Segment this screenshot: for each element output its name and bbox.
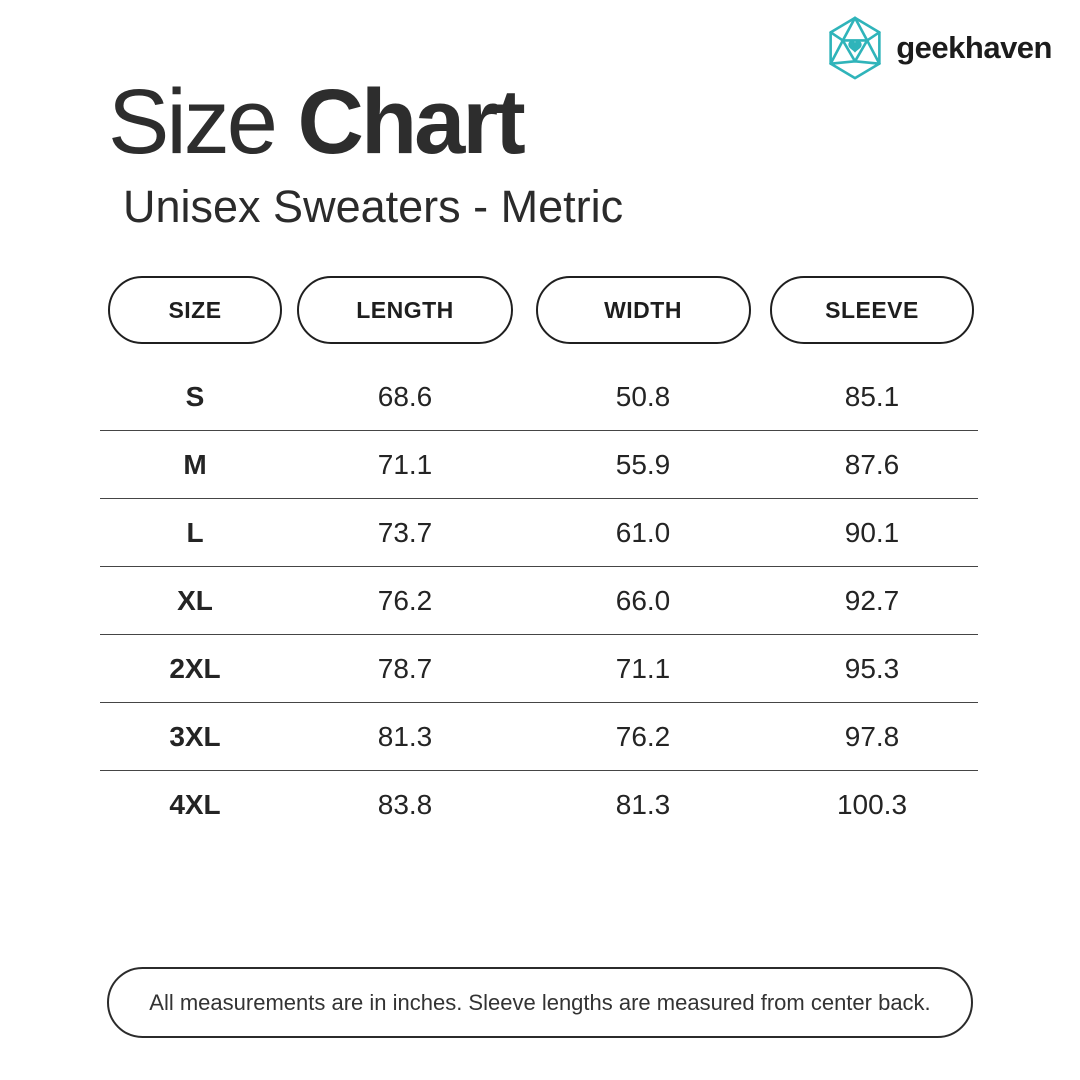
page-subtitle: Unisex Sweaters - Metric bbox=[123, 181, 624, 232]
width-cell: 71.1 bbox=[615, 652, 671, 684]
size-cell: XL bbox=[177, 584, 213, 616]
table-row-l: L 73.7 61.0 90.1 bbox=[100, 498, 978, 566]
sleeve-cell: 85.1 bbox=[844, 380, 900, 412]
sleeve-cell: 92.7 bbox=[844, 584, 900, 616]
table-row-m: M 71.1 55.9 87.6 bbox=[100, 430, 978, 498]
width-cell: 50.8 bbox=[615, 380, 671, 412]
size-cell: L bbox=[186, 516, 204, 548]
sleeve-cell: 87.6 bbox=[844, 448, 900, 480]
table-row-xl: XL 76.2 66.0 92.7 bbox=[100, 566, 978, 634]
page-title: Size Chart bbox=[108, 76, 526, 168]
sleeve-cell: 100.3 bbox=[836, 788, 908, 820]
length-cell: 68.6 bbox=[377, 380, 433, 412]
brand-name: geekhaven bbox=[896, 30, 1052, 65]
size-cell: 4XL bbox=[169, 788, 221, 820]
width-cell: 76.2 bbox=[615, 720, 671, 752]
page-title-light: Size bbox=[108, 71, 298, 173]
table-row-s: S 68.6 50.8 85.1 bbox=[100, 363, 978, 430]
measurement-note: All measurements are in inches. Sleeve l… bbox=[149, 989, 931, 1015]
table-body: S 68.6 50.8 85.1 M 71.1 55.9 87.6 L 73.7… bbox=[100, 363, 978, 838]
sleeve-cell: 95.3 bbox=[844, 652, 900, 684]
d20-heart-icon bbox=[826, 16, 884, 80]
page-title-bold: Chart bbox=[297, 71, 526, 173]
size-cell: 3XL bbox=[169, 720, 221, 752]
column-header-size: SIZE bbox=[108, 276, 282, 344]
size-cell: 2XL bbox=[169, 652, 221, 684]
length-cell: 71.1 bbox=[377, 448, 433, 480]
width-cell: 66.0 bbox=[615, 584, 671, 616]
size-cell: S bbox=[185, 380, 205, 412]
width-cell: 55.9 bbox=[615, 448, 671, 480]
brand-logo: geekhaven bbox=[826, 16, 1052, 80]
table-header-row: SIZE LENGTH WIDTH SLEEVE bbox=[100, 276, 978, 344]
sleeve-cell: 97.8 bbox=[844, 720, 900, 752]
size-table: SIZE LENGTH WIDTH SLEEVE S 68.6 50.8 85.… bbox=[100, 276, 978, 838]
table-row-3xl: 3XL 81.3 76.2 97.8 bbox=[100, 702, 978, 770]
width-cell: 81.3 bbox=[615, 788, 671, 820]
sleeve-cell: 90.1 bbox=[844, 516, 900, 548]
length-cell: 83.8 bbox=[377, 788, 433, 820]
column-header-length: LENGTH bbox=[297, 276, 513, 344]
measurement-note-pill: All measurements are in inches. Sleeve l… bbox=[107, 967, 973, 1038]
size-cell: M bbox=[183, 448, 207, 480]
length-cell: 76.2 bbox=[377, 584, 433, 616]
column-header-sleeve: SLEEVE bbox=[770, 276, 974, 344]
length-cell: 78.7 bbox=[377, 652, 433, 684]
length-cell: 73.7 bbox=[377, 516, 433, 548]
table-row-4xl: 4XL 83.8 81.3 100.3 bbox=[100, 770, 978, 838]
length-cell: 81.3 bbox=[377, 720, 433, 752]
column-header-width: WIDTH bbox=[535, 276, 751, 344]
table-row-2xl: 2XL 78.7 71.1 95.3 bbox=[100, 634, 978, 702]
width-cell: 61.0 bbox=[615, 516, 671, 548]
